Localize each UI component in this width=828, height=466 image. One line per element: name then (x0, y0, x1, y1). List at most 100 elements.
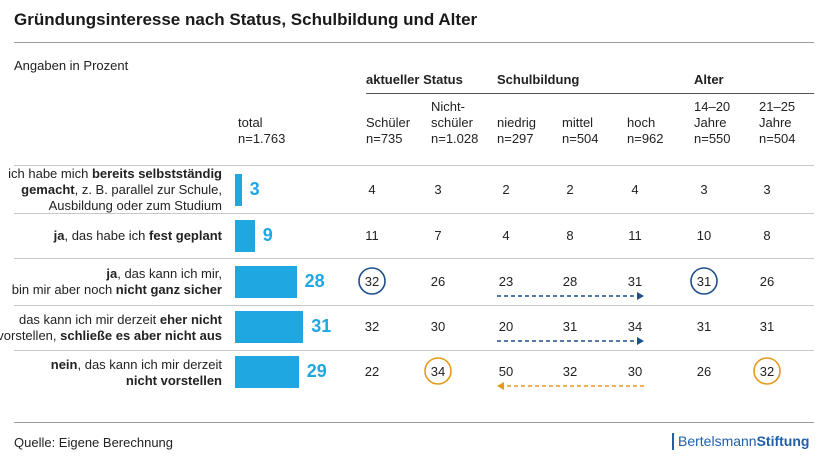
trend-arrow (497, 337, 644, 345)
column-header-line: n=735 (366, 131, 403, 146)
cell-value: 30 (430, 319, 446, 334)
chart-title: Gründungsinteresse nach Status, Schulbil… (14, 10, 478, 29)
row-separator (14, 305, 814, 306)
label-text: vorstellen, (0, 328, 61, 343)
cell-value: 3 (700, 182, 708, 197)
cell-value: 50 (498, 364, 514, 379)
label-text: , das kann ich mir, (117, 266, 222, 281)
highlight-circle (424, 357, 452, 385)
logo-part1: Bertelsmann (678, 433, 757, 449)
label-text: bin mir aber noch (11, 282, 116, 297)
column-header-line: 21–25 (759, 99, 796, 114)
column-header-line: 14–20 (694, 99, 731, 114)
cell-value: 31 (696, 319, 712, 334)
label-emphasis: schließe es aber nicht aus (60, 328, 222, 343)
cell-value: 3 (434, 182, 442, 197)
column-header-line: n=550 (694, 131, 731, 146)
row-label: nein, das kann ich mir derzeit nicht vors… (0, 357, 222, 389)
label-emphasis: nicht ganz sicher (115, 282, 222, 297)
bar-total (235, 311, 304, 343)
trend-arrow (497, 382, 644, 390)
bar-total (235, 220, 255, 252)
label-text: das kann ich mir derzeit (18, 312, 160, 327)
bar-value-label: 9 (262, 225, 273, 245)
cell-value: 30 (627, 364, 643, 379)
highlight-circle (690, 267, 718, 295)
column-header-schueler: Schüler n=735 (366, 115, 410, 147)
row-label: ich habe mich bereits selbstständig gemac… (0, 166, 222, 214)
row-label-line: nein, das kann ich mir derzeit (0, 357, 222, 373)
column-header-line: Nicht- (431, 99, 465, 114)
row-label-line: ich habe mich bereits selbstständig (0, 166, 222, 182)
column-header-mittel: mittel n=504 (562, 115, 599, 147)
column-header-line: Jahre (694, 115, 727, 130)
cell-value: 11 (628, 228, 642, 243)
column-header-total: total n=1.763 (238, 115, 285, 147)
cell-value: 34 (430, 364, 446, 379)
column-header-a1420: 14–20 Jahre n=550 (694, 99, 731, 147)
row-separator (14, 213, 814, 214)
cell-value: 20 (498, 319, 514, 334)
cell-value: 31 (562, 319, 578, 334)
label-text: , das habe ich (64, 228, 150, 243)
row-label: das kann ich mir derzeit eher nicht vorst… (0, 312, 222, 344)
highlight-circle (753, 357, 781, 385)
bar-value-label: 29 (306, 361, 327, 381)
row-separator (14, 258, 814, 259)
cell-value: 32 (759, 364, 775, 379)
row-label-line: gemacht, z. B. parallel zur Schule, (0, 182, 222, 198)
bar-total (235, 174, 242, 206)
column-header-line: Schüler (366, 115, 411, 130)
source-note: Quelle: Eigene Berechnung (14, 435, 174, 450)
cell-value: 31 (759, 319, 775, 334)
cell-value: 4 (631, 182, 639, 197)
cell-value: 26 (696, 364, 712, 379)
cell-value: 23 (498, 274, 514, 289)
column-header-niedrig: niedrig n=297 (497, 115, 536, 147)
cell-value: 32 (364, 274, 380, 289)
column-header-line: mittel (562, 115, 594, 130)
column-header-line: Jahre (759, 115, 792, 130)
column-header-line: n=504 (562, 131, 599, 146)
cell-value: 2 (502, 182, 510, 197)
column-header-line: n=1.028 (431, 131, 479, 146)
row-label-line: vorstellen, schließe es aber nicht aus (0, 328, 222, 344)
row-label-line: nicht vorstellen (0, 373, 222, 389)
column-header-line: niedrig (497, 115, 537, 130)
label-emphasis: fest geplant (149, 228, 222, 243)
column-header-line: n=1.763 (238, 131, 286, 146)
cell-value: 8 (566, 228, 574, 243)
row-label-line: das kann ich mir derzeit eher nicht (0, 312, 222, 328)
cell-value: 28 (562, 274, 578, 289)
cell-value: 26 (430, 274, 446, 289)
label-text: , z. B. parallel zur Schule, (74, 182, 222, 197)
row-label-line: ja, das habe ich fest geplant (0, 228, 222, 244)
group-status: aktueller Status (366, 72, 463, 87)
label-text: Ausbildung oder zum Studium (48, 198, 222, 213)
cell-value: 8 (763, 228, 771, 243)
bar-value-label: 3 (249, 179, 260, 199)
column-header-line: n=504 (759, 131, 796, 146)
label-emphasis: bereits selbstständig (91, 166, 222, 181)
cell-value: 26 (759, 274, 775, 289)
cell-value: 32 (562, 364, 578, 379)
group-divider (366, 93, 814, 94)
cell-value: 7 (434, 228, 442, 243)
cell-value: 11 (365, 228, 379, 243)
group-schulbildung: Schulbildung (497, 72, 580, 87)
cell-value: 4 (502, 228, 510, 243)
row-label: ja, das kann ich mir, bin mir aber noch n… (0, 266, 222, 298)
bar-value-label: 31 (311, 316, 332, 336)
label-emphasis: nein (50, 357, 78, 372)
label-text: , das kann ich mir derzeit (77, 357, 222, 372)
bar-total (235, 356, 299, 388)
bertelsmann-logo: BertelsmannStiftung (678, 433, 809, 449)
cell-value: 3 (763, 182, 771, 197)
label-emphasis: gemacht (21, 182, 75, 197)
label-emphasis: eher nicht (159, 312, 222, 327)
label-emphasis: nicht vorstellen (125, 373, 222, 388)
column-header-line: total (238, 115, 263, 130)
cell-value: 10 (696, 228, 712, 243)
logo-part2: Stiftung (756, 433, 810, 449)
